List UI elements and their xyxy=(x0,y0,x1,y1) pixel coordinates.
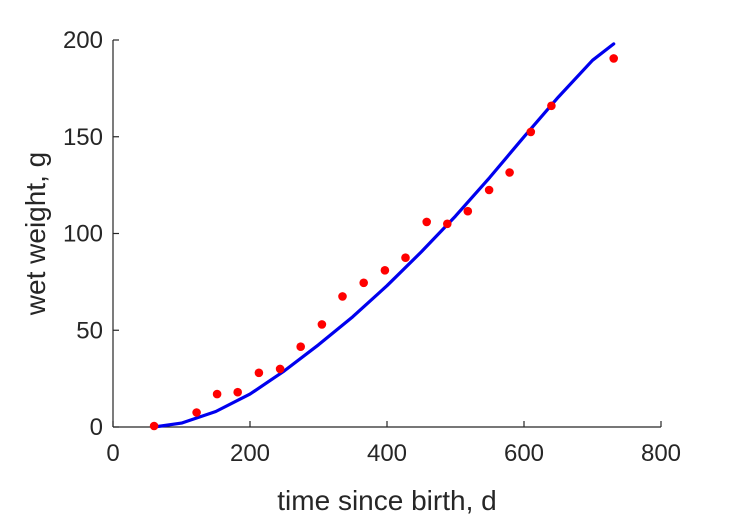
data-point xyxy=(609,54,618,63)
data-point xyxy=(422,217,432,227)
x-tick-label: 400 xyxy=(367,440,407,467)
data-point xyxy=(547,101,556,111)
data-point xyxy=(359,278,369,288)
data-point xyxy=(192,408,201,417)
data-points xyxy=(149,54,618,431)
data-point xyxy=(338,292,347,301)
data-point xyxy=(463,206,473,216)
y-axis-label: wet weight, g xyxy=(20,152,51,316)
data-point xyxy=(275,364,285,374)
data-point xyxy=(296,342,306,352)
data-point xyxy=(505,168,514,177)
y-tick-label: 200 xyxy=(63,27,103,54)
data-point xyxy=(526,127,536,137)
data-point xyxy=(254,368,264,378)
data-point xyxy=(380,266,390,275)
data-point xyxy=(484,185,494,195)
fit-curve xyxy=(152,42,616,429)
y-tick-label: 50 xyxy=(76,317,103,344)
data-point xyxy=(149,421,159,431)
x-tick-label: 200 xyxy=(230,440,270,467)
data-point xyxy=(317,320,327,329)
x-tick-label: 0 xyxy=(106,440,119,467)
data-point xyxy=(233,387,242,397)
data-point xyxy=(212,389,222,399)
axes: 0 200 400 600 800 0 50 100 150 200 xyxy=(63,27,681,467)
x-tick-label: 800 xyxy=(641,440,681,467)
data-point xyxy=(443,219,452,229)
y-tick-label: 100 xyxy=(63,221,103,248)
y-tick-label: 150 xyxy=(63,124,103,151)
fit-curve-line xyxy=(152,42,616,429)
x-axis-label: time since birth, d xyxy=(277,485,496,516)
x-tick-label: 600 xyxy=(504,440,544,467)
data-point xyxy=(401,253,410,262)
y-tick-label: 0 xyxy=(90,414,103,441)
